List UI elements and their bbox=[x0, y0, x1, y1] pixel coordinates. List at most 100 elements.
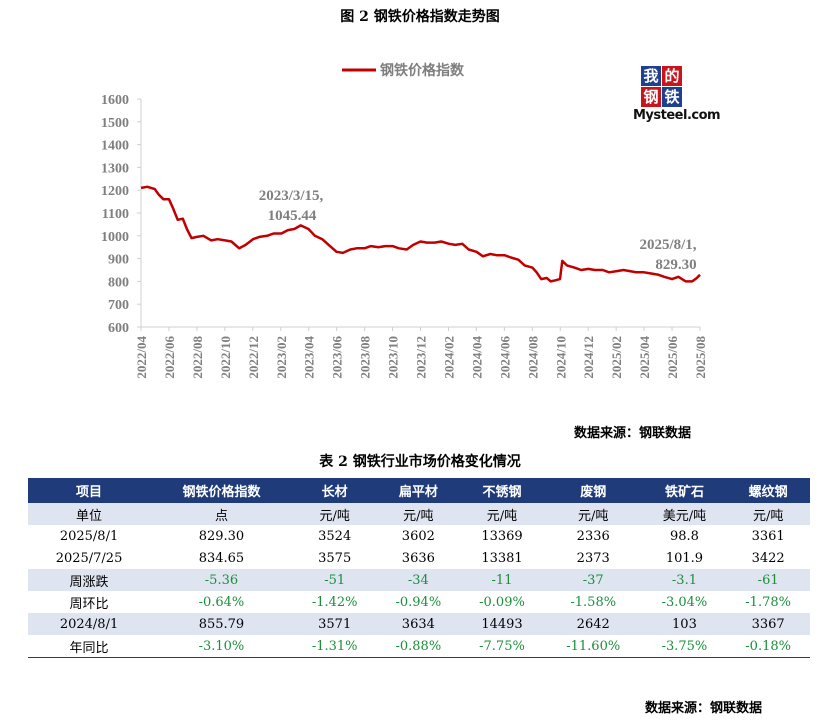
chart-source-note: 数据来源：钢联数据 bbox=[574, 426, 692, 441]
table-cell: -34 bbox=[376, 569, 461, 591]
figure-title: 图 2 钢铁价格指数走势图 bbox=[340, 9, 500, 25]
x-tick-label: 2025/02 bbox=[609, 336, 624, 379]
table-cell: 2373 bbox=[576, 550, 610, 566]
table-row: 周环比 -0.64% -1.42% -0.94% -0.09% -1.58% -3.04% -… bbox=[28, 591, 810, 613]
x-tick-label: 2025/04 bbox=[637, 336, 652, 379]
table-row: 年同比 -3.10% -1.31% -0.88% -7.75% -11.60% -3.75%… bbox=[28, 635, 810, 658]
x-tick-label: 2024/10 bbox=[553, 336, 568, 379]
table-cell: 美元/吨 bbox=[642, 503, 727, 525]
x-tick-label: 2025/06 bbox=[665, 336, 680, 379]
y-tick-label: 600 bbox=[108, 321, 129, 336]
table-cell: 13381 bbox=[481, 550, 523, 566]
table-cell: -0.09% bbox=[479, 594, 525, 610]
table-cell: -5.36 bbox=[150, 569, 293, 591]
column-header: 长材 bbox=[292, 478, 377, 503]
table-cell: -1.78% bbox=[745, 594, 791, 610]
table-cell: 3367 bbox=[726, 613, 810, 635]
y-tick-label: 800 bbox=[108, 275, 129, 290]
table-cell: -0.94% bbox=[395, 594, 442, 610]
logo-char: 我 bbox=[641, 66, 661, 86]
table-cell: 元/吨 bbox=[292, 503, 377, 525]
table-cell: 2336 bbox=[576, 528, 610, 544]
table-cell: 829.30 bbox=[198, 528, 245, 544]
table-cell: 3361 bbox=[751, 528, 785, 544]
row-label: 周涨跌 bbox=[28, 569, 151, 591]
table-cell: 103 bbox=[642, 613, 727, 635]
y-tick-label: 900 bbox=[108, 253, 129, 268]
x-tick-label: 2022/04 bbox=[134, 336, 149, 379]
price-change-table: 项目 钢铁价格指数 长材 扁平材 不锈钢 废钢 铁矿石 螺纹钢 单位点元/吨 元/吨 元/吨 元/吨… bbox=[28, 478, 810, 658]
table-cell: -37 bbox=[543, 569, 643, 591]
row-label: 2024/8/1 bbox=[28, 613, 151, 635]
column-header: 钢铁价格指数 bbox=[150, 478, 293, 503]
table-row: 单位点元/吨 元/吨 元/吨 元/吨 美元/吨 元/吨 bbox=[28, 503, 810, 525]
column-header: 不锈钢 bbox=[460, 478, 544, 503]
line-chart: 600 700 800 900 1000 1100 1200 1300 1400 1500 1600… bbox=[101, 62, 708, 379]
x-tick-label: 2023/06 bbox=[330, 336, 345, 379]
table-source-note: 数据来源：钢联数据 bbox=[645, 701, 763, 716]
table-cell: 13369 bbox=[481, 528, 523, 544]
table-cell: 3571 bbox=[292, 613, 377, 635]
table-cell: -3.04% bbox=[661, 594, 708, 610]
table-cell: -1.58% bbox=[570, 594, 617, 610]
table-cell: 3575 bbox=[318, 550, 352, 566]
x-tick-label: 2024/04 bbox=[469, 336, 484, 379]
table-cell: 3634 bbox=[376, 613, 461, 635]
y-tick-label: 700 bbox=[108, 298, 129, 313]
logo-char: 铁 bbox=[662, 87, 682, 107]
x-tick-label: 2024/06 bbox=[497, 336, 512, 379]
y-tick-label: 1000 bbox=[101, 230, 129, 245]
table-header-row: 项目 钢铁价格指数 长材 扁平材 不锈钢 废钢 铁矿石 螺纹钢 bbox=[28, 478, 810, 503]
mysteel-logo: 我 的 钢 铁 Mysteel.com bbox=[633, 64, 721, 128]
table-cell: -11 bbox=[460, 569, 544, 591]
table-cell: 3602 bbox=[401, 528, 435, 544]
x-tick-label: 2024/12 bbox=[581, 336, 596, 379]
annotation-latest-value: 829.30 bbox=[655, 257, 696, 273]
x-tick-label: 2024/08 bbox=[525, 336, 540, 379]
y-tick-label: 1400 bbox=[101, 139, 129, 154]
y-tick-label: 1500 bbox=[101, 116, 129, 131]
column-header: 扁平材 bbox=[376, 478, 461, 503]
table-cell: 元/吨 bbox=[543, 503, 643, 525]
y-tick-label: 1300 bbox=[101, 161, 129, 176]
table-cell: 3524 bbox=[318, 528, 352, 544]
annotation-peak-date: 2023/3/15, bbox=[259, 188, 324, 204]
table-cell: 98.8 bbox=[669, 528, 699, 544]
y-tick-label: 1200 bbox=[101, 184, 129, 199]
table-cell: -3.1 bbox=[642, 569, 727, 591]
x-tick-label: 2025/08 bbox=[693, 336, 708, 379]
column-header: 项目 bbox=[28, 478, 151, 503]
series-line-steel-price-index bbox=[140, 185, 701, 283]
y-tick-label: 1100 bbox=[102, 207, 129, 222]
x-tick-label: 2022/10 bbox=[218, 336, 233, 379]
table-cell: 101.9 bbox=[665, 550, 704, 566]
table-cell: -51 bbox=[292, 569, 377, 591]
table-cell: -0.64% bbox=[198, 594, 245, 610]
logo-char: 钢 bbox=[641, 87, 661, 107]
table-cell: -1.42% bbox=[311, 594, 358, 610]
column-header: 废钢 bbox=[543, 478, 643, 503]
table-cell: -0.18% bbox=[726, 635, 810, 658]
table-cell: -3.10% bbox=[150, 635, 293, 658]
x-tick-label: 2022/06 bbox=[162, 336, 177, 379]
row-label: 单位 bbox=[28, 503, 151, 525]
x-tick-label: 2023/02 bbox=[274, 336, 289, 379]
x-tick-label: 2022/12 bbox=[246, 336, 261, 379]
table-cell: -1.31% bbox=[292, 635, 377, 658]
table-cell: 元/吨 bbox=[460, 503, 544, 525]
logo-char: 的 bbox=[662, 66, 682, 86]
x-tick-label: 2023/08 bbox=[358, 336, 373, 379]
row-label: 周环比 bbox=[69, 596, 109, 612]
row-label: 年同比 bbox=[28, 635, 151, 658]
x-tick-label: 2023/10 bbox=[386, 336, 401, 379]
table-cell: -3.75% bbox=[642, 635, 727, 658]
table-cell: 点 bbox=[150, 503, 293, 525]
x-tick-label: 2024/02 bbox=[441, 336, 456, 379]
table-cell: 2642 bbox=[543, 613, 643, 635]
table-cell: -11.60% bbox=[543, 635, 643, 658]
table-cell: 元/吨 bbox=[376, 503, 461, 525]
row-label: 2025/8/1 bbox=[59, 528, 119, 544]
table-row: 2024/8/1 855.79 3571 3634 14493 2642 103 3367 bbox=[28, 613, 810, 635]
column-header: 螺纹钢 bbox=[726, 478, 810, 503]
table-row: 2025/8/1 829.30 3524 3602 13369 2336 98.8 3361 bbox=[28, 525, 810, 547]
